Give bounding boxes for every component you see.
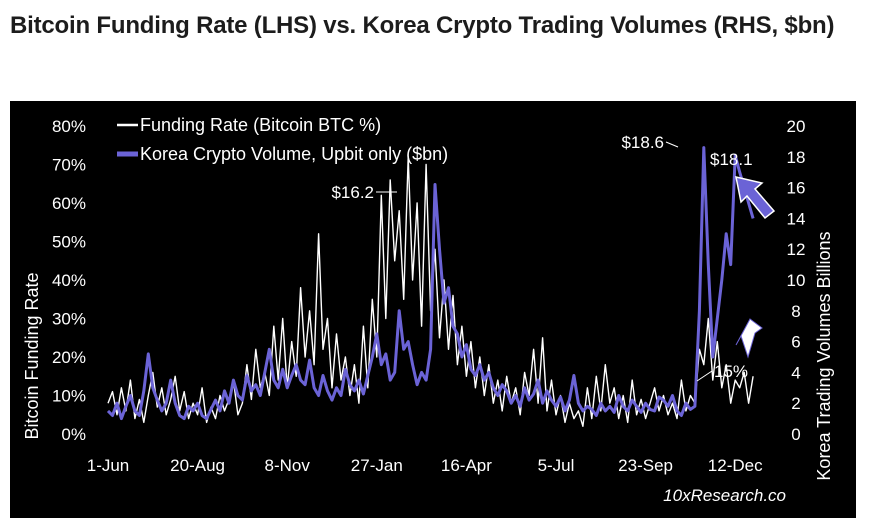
y-right-axis-label: Korea Trading Volumes Billions [814, 231, 834, 480]
y-right-tick-label: 4 [791, 363, 800, 382]
y-left-tick-label: 20% [52, 348, 86, 367]
annotation-18-1: $18.1 [710, 150, 753, 169]
annotation-16-2: $16.2 [331, 183, 374, 202]
arrow-up-icon [735, 176, 776, 220]
y-left-tick-label: 60% [52, 194, 86, 213]
right-axis-ticks: 0 2 4 6 8 10 12 14 16 18 20 [787, 117, 806, 444]
x-tick-label: 12-Dec [708, 456, 763, 475]
y-right-tick-label: 8 [791, 302, 800, 321]
left-axis-ticks: 0% 10% 20% 30% 40% 50% 60% 70% 80% [52, 117, 86, 444]
arrow-down-icon [735, 318, 763, 359]
y-left-tick-label: 10% [52, 387, 86, 406]
annotations: $16.2 $18.6 $18.1 15% [331, 133, 776, 382]
y-left-tick-label: 70% [52, 156, 86, 175]
y-left-tick-label: 40% [52, 271, 86, 290]
y-left-axis-label: Bitcoin Funding Rate [22, 272, 42, 439]
y-right-tick-label: 12 [787, 240, 806, 259]
x-tick-label: 5-Jul [538, 456, 575, 475]
y-right-tick-label: 6 [791, 333, 800, 352]
y-right-tick-label: 10 [787, 271, 806, 290]
y-right-tick-label: 18 [787, 148, 806, 167]
x-axis-ticks: 1-Jun 20-Aug 8-Nov 27-Jan 16-Apr 5-Jul 23-Sep 1… [87, 456, 763, 475]
y-right-tick-label: 0 [791, 425, 800, 444]
legend-label-funding: Funding Rate (Bitcoin BTC %) [140, 115, 381, 135]
legend: Funding Rate (Bitcoin BTC %) Korea Crypt… [117, 115, 448, 164]
y-right-tick-label: 14 [787, 209, 806, 228]
x-tick-label: 23-Sep [618, 456, 673, 475]
annotation-15pct-leader [696, 370, 713, 382]
y-left-tick-label: 30% [52, 310, 86, 329]
annotation-15pct: 15% [714, 362, 748, 381]
y-left-tick-label: 0% [61, 425, 86, 444]
series-line-funding-rate [107, 156, 754, 427]
legend-label-volume: Korea Crypto Volume, Upbit only ($bn) [140, 144, 448, 164]
page-title: Bitcoin Funding Rate (LHS) vs. Korea Cry… [10, 12, 835, 39]
x-tick-label: 1-Jun [87, 456, 130, 475]
chart-panel: 0% 10% 20% 30% 40% 50% 60% 70% 80% 0 2 4 6 8 10 12 14 16… [10, 101, 856, 518]
annotation-18-6-leader [665, 141, 679, 148]
x-tick-label: 27-Jan [351, 456, 403, 475]
source-label: 10xResearch.co [663, 486, 786, 505]
y-right-tick-label: 20 [787, 117, 806, 136]
y-left-tick-label: 80% [52, 117, 86, 136]
y-right-tick-label: 2 [791, 394, 800, 413]
series-layer [106, 146, 755, 427]
chart-svg: 0% 10% 20% 30% 40% 50% 60% 70% 80% 0 2 4 6 8 10 12 14 16… [22, 115, 834, 505]
series-line-korea-volume [106, 146, 755, 421]
y-left-tick-label: 50% [52, 233, 86, 252]
x-tick-label: 20-Aug [170, 456, 225, 475]
annotation-18-6: $18.6 [621, 133, 664, 152]
x-tick-label: 8-Nov [265, 456, 311, 475]
y-right-tick-label: 16 [787, 179, 806, 198]
x-tick-label: 16-Apr [441, 456, 492, 475]
